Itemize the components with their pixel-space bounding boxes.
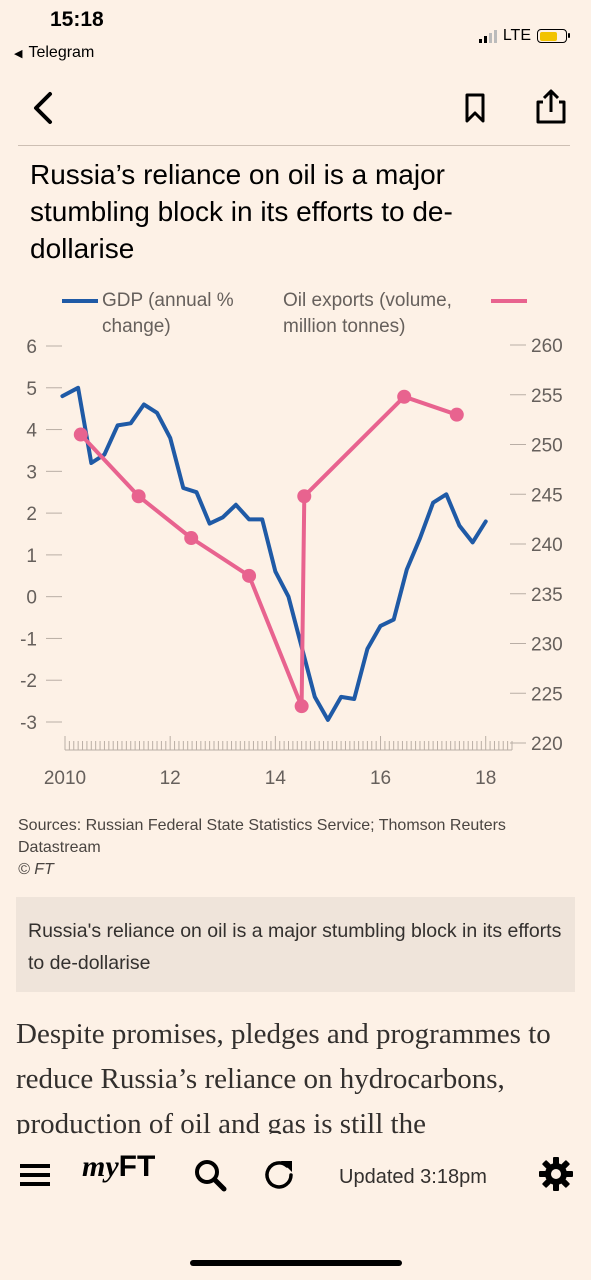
back-to-telegram-link[interactable]: ◀ Telegram	[14, 44, 94, 62]
x-tick-label: 12	[160, 768, 181, 789]
oil-data-point	[242, 568, 257, 583]
signal-icon	[478, 29, 497, 43]
chart-title: Russia’s reliance on oil is a major stum…	[30, 159, 453, 264]
sources-text: Sources: Russian Federal State Statistic…	[18, 817, 506, 856]
legend-gdp: GDP (annual % change)	[62, 288, 302, 340]
back-app-label: Telegram	[28, 44, 95, 61]
refresh-icon[interactable]	[261, 1157, 297, 1193]
chevron-left-icon[interactable]	[26, 88, 66, 128]
bookmark-icon[interactable]	[460, 90, 490, 126]
line-chart: 6 5 4 3 2 1 0 -1 -2 -3 260 255 250 245 240 235 230 225 220…	[20, 336, 563, 789]
legend-oil-label: Oil exports (volume, million tonnes)	[283, 290, 452, 337]
oil-data-point	[297, 489, 312, 504]
bottom-toolbar	[0, 1136, 591, 1280]
y-left-tick-label: 3	[26, 462, 37, 483]
chart-sources: Sources: Russian Federal State Statistic…	[18, 815, 558, 881]
y-left-tick-label: 4	[26, 421, 37, 442]
battery-icon	[537, 29, 570, 43]
oil-data-point	[131, 489, 146, 504]
y-left-tick-label: 6	[26, 337, 37, 358]
article-body: Despite promises, pledges and programmes…	[16, 1018, 551, 1134]
myft-suffix: FT	[118, 1150, 156, 1183]
legend-gdp-label: GDP (annual % change)	[102, 290, 234, 337]
y-left-tick-label: -2	[20, 671, 37, 692]
myft-button[interactable]: myFT	[82, 1150, 155, 1184]
copyright: © FT	[18, 861, 54, 878]
y-left-tick-label: 5	[26, 379, 37, 400]
chart-caption: Russia's reliance on oil is a major stum…	[16, 897, 575, 992]
oil-data-point	[73, 427, 88, 442]
y-right-tick-label: 245	[531, 485, 563, 506]
y-left-tick-label: -1	[20, 629, 37, 650]
share-icon[interactable]	[534, 88, 568, 126]
home-indicator	[190, 1260, 402, 1266]
hamburger-menu-icon[interactable]	[20, 1163, 50, 1187]
y-left-tick-label: 1	[26, 546, 37, 567]
y-left-tick-label: -3	[20, 713, 37, 734]
legend-gdp-swatch	[62, 299, 98, 303]
legend-oil: Oil exports (volume, million tonnes)	[283, 288, 527, 340]
x-tick-label: 14	[265, 768, 287, 789]
gear-icon[interactable]	[538, 1156, 574, 1192]
gdp-series-line	[60, 385, 488, 722]
status-time: 15:18	[50, 8, 104, 31]
y-left-tick-label: 2	[26, 504, 37, 525]
x-tick-label: 16	[370, 768, 391, 789]
oil-series-line	[78, 394, 459, 709]
y-right-tick-label: 240	[531, 535, 563, 556]
y-right-tick-label: 230	[531, 635, 563, 656]
y-right-tick-label: 235	[531, 585, 563, 606]
network-label: LTE	[502, 27, 531, 44]
oil-data-point	[449, 407, 464, 422]
x-tick-label: 18	[475, 768, 496, 789]
status-indicators: LTE	[478, 27, 570, 45]
oil-data-point	[184, 531, 199, 546]
y-right-tick-label: 260	[531, 336, 563, 357]
y-right-tick-label: 250	[531, 436, 563, 457]
oil-data-point	[294, 699, 309, 714]
myft-prefix: my	[82, 1150, 119, 1183]
header-divider	[18, 145, 570, 146]
y-right-tick-label: 225	[531, 684, 563, 705]
updated-label: Updated 3:18pm	[339, 1166, 487, 1188]
x-tick-label: 2010	[44, 768, 86, 789]
legend-oil-swatch	[491, 299, 527, 303]
oil-data-point	[397, 389, 412, 404]
y-right-tick-label: 220	[531, 734, 563, 755]
back-triangle-icon: ◀	[14, 48, 23, 60]
search-icon[interactable]	[193, 1158, 227, 1192]
y-left-tick-label: 0	[26, 588, 37, 609]
y-right-tick-label: 255	[531, 386, 563, 407]
